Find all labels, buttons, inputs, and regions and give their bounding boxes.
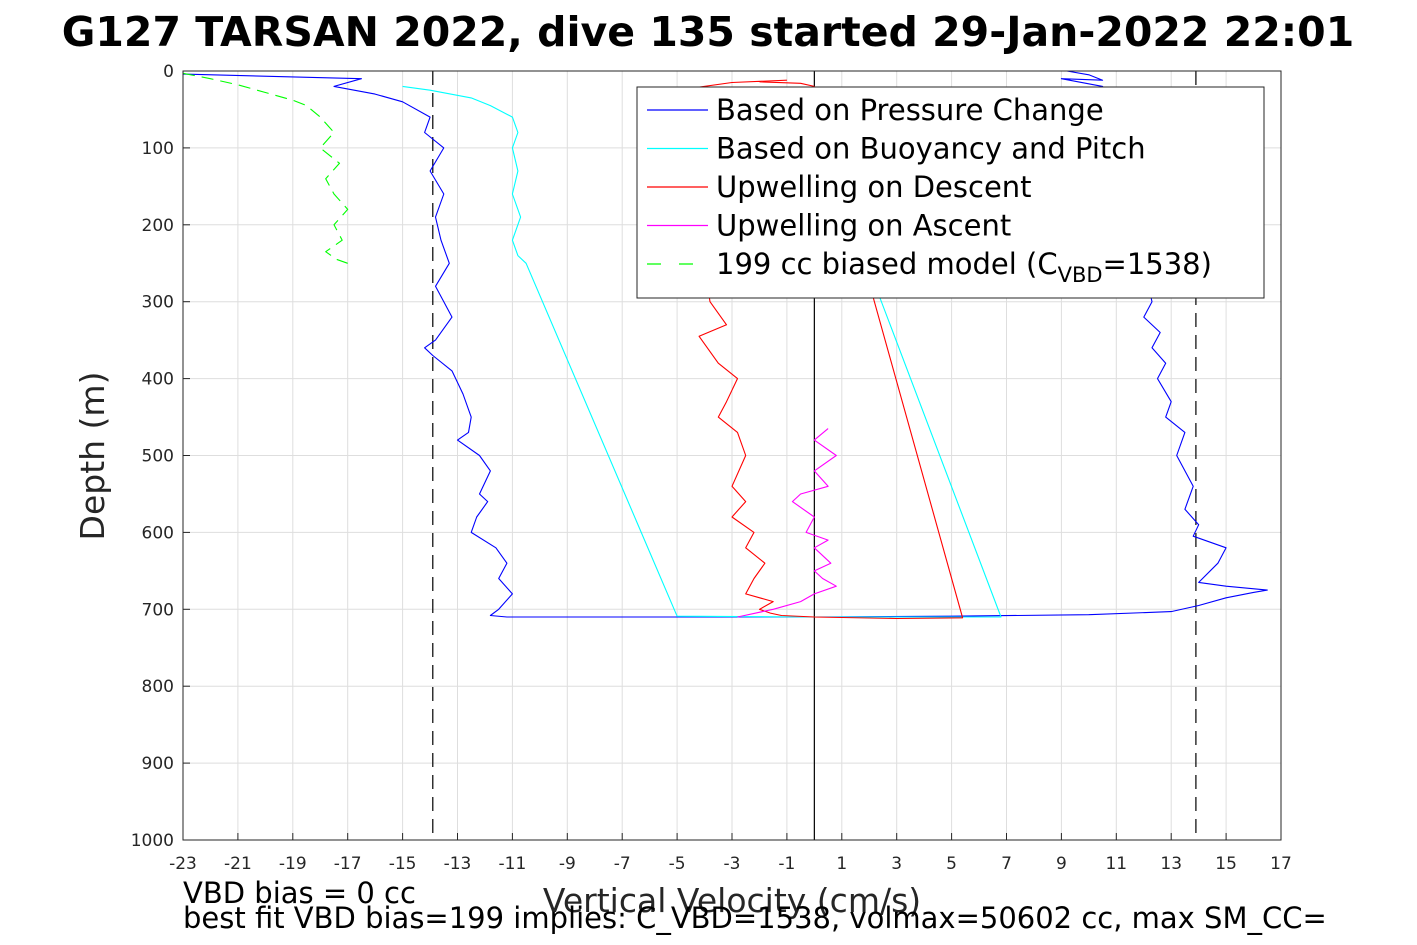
- x-tick-label: -23: [169, 854, 197, 874]
- series-line-3: [737, 428, 837, 618]
- y-tick-label: 500: [142, 447, 174, 467]
- y-tick-label: 900: [142, 754, 174, 774]
- x-tick-label: -21: [224, 854, 252, 874]
- series-line-1: [402, 85, 1002, 618]
- y-tick-label: 1000: [131, 831, 174, 851]
- x-tick-label: -9: [559, 854, 576, 874]
- x-tick-label: -11: [499, 854, 527, 874]
- x-tick-label: -15: [389, 854, 417, 874]
- x-tick-label: 9: [1056, 854, 1067, 874]
- series-layer: [182, 70, 1268, 620]
- x-tick-label: -19: [279, 854, 307, 874]
- x-tick-label: 7: [1001, 854, 1012, 874]
- legend-label-3: Upwelling on Ascent: [716, 209, 1011, 243]
- y-tick-label: 300: [142, 293, 174, 313]
- x-tick-label: 5: [946, 854, 957, 874]
- legend-label-1: Based on Buoyancy and Pitch: [716, 132, 1146, 166]
- x-tick-label: 1: [836, 854, 847, 874]
- footer-line-2: best fit VBD bias=199 implies: C_VBD=153…: [183, 901, 1327, 935]
- y-tick-label: 100: [142, 139, 174, 159]
- x-tick-label: 11: [1105, 854, 1127, 874]
- x-tick-label: 15: [1215, 854, 1237, 874]
- x-tick-label: -1: [778, 854, 795, 874]
- chart-title: G127 TARSAN 2022, dive 135 started 29-Ja…: [62, 8, 1354, 56]
- x-tick-label: -3: [724, 854, 741, 874]
- y-tick-label: 200: [142, 216, 174, 236]
- series-line-4: [182, 72, 349, 264]
- y-tick-label: 0: [163, 62, 174, 82]
- series-line-0: [182, 70, 1268, 618]
- legend: Based on Pressure Change Based on Buoyanc…: [636, 86, 1265, 299]
- x-tick-label: -5: [669, 854, 686, 874]
- y-tick-label: 600: [142, 523, 174, 543]
- y-tick-label: 700: [142, 600, 174, 620]
- x-tick-label: -17: [334, 854, 362, 874]
- x-tick-label: -13: [444, 854, 472, 874]
- y-tick-label: 400: [142, 370, 174, 390]
- y-tick-label: 800: [142, 677, 174, 697]
- y-axis-label: Depth (m): [73, 372, 112, 541]
- ticks: -23 -21 -19 -17 -15 -13 -11 -9 -7 -5 -3 -1 1 3 5 7 9 11 13…: [131, 62, 1292, 874]
- x-tick-label: 3: [891, 854, 902, 874]
- legend-box: [636, 86, 1265, 299]
- legend-label-4: 199 cc biased model (CVBD=1538): [716, 247, 1212, 287]
- legend-label-2: Upwelling on Descent: [716, 170, 1032, 204]
- x-axis-label: Vertical Velocity (cm/s): [543, 881, 921, 920]
- legend-label-0: Based on Pressure Change: [716, 93, 1104, 127]
- x-tick-label: -7: [614, 854, 631, 874]
- x-tick-label: 13: [1160, 854, 1182, 874]
- x-tick-label: 17: [1270, 854, 1292, 874]
- footer-line-1: VBD bias = 0 cc: [183, 876, 416, 910]
- series-line-2: [676, 79, 964, 620]
